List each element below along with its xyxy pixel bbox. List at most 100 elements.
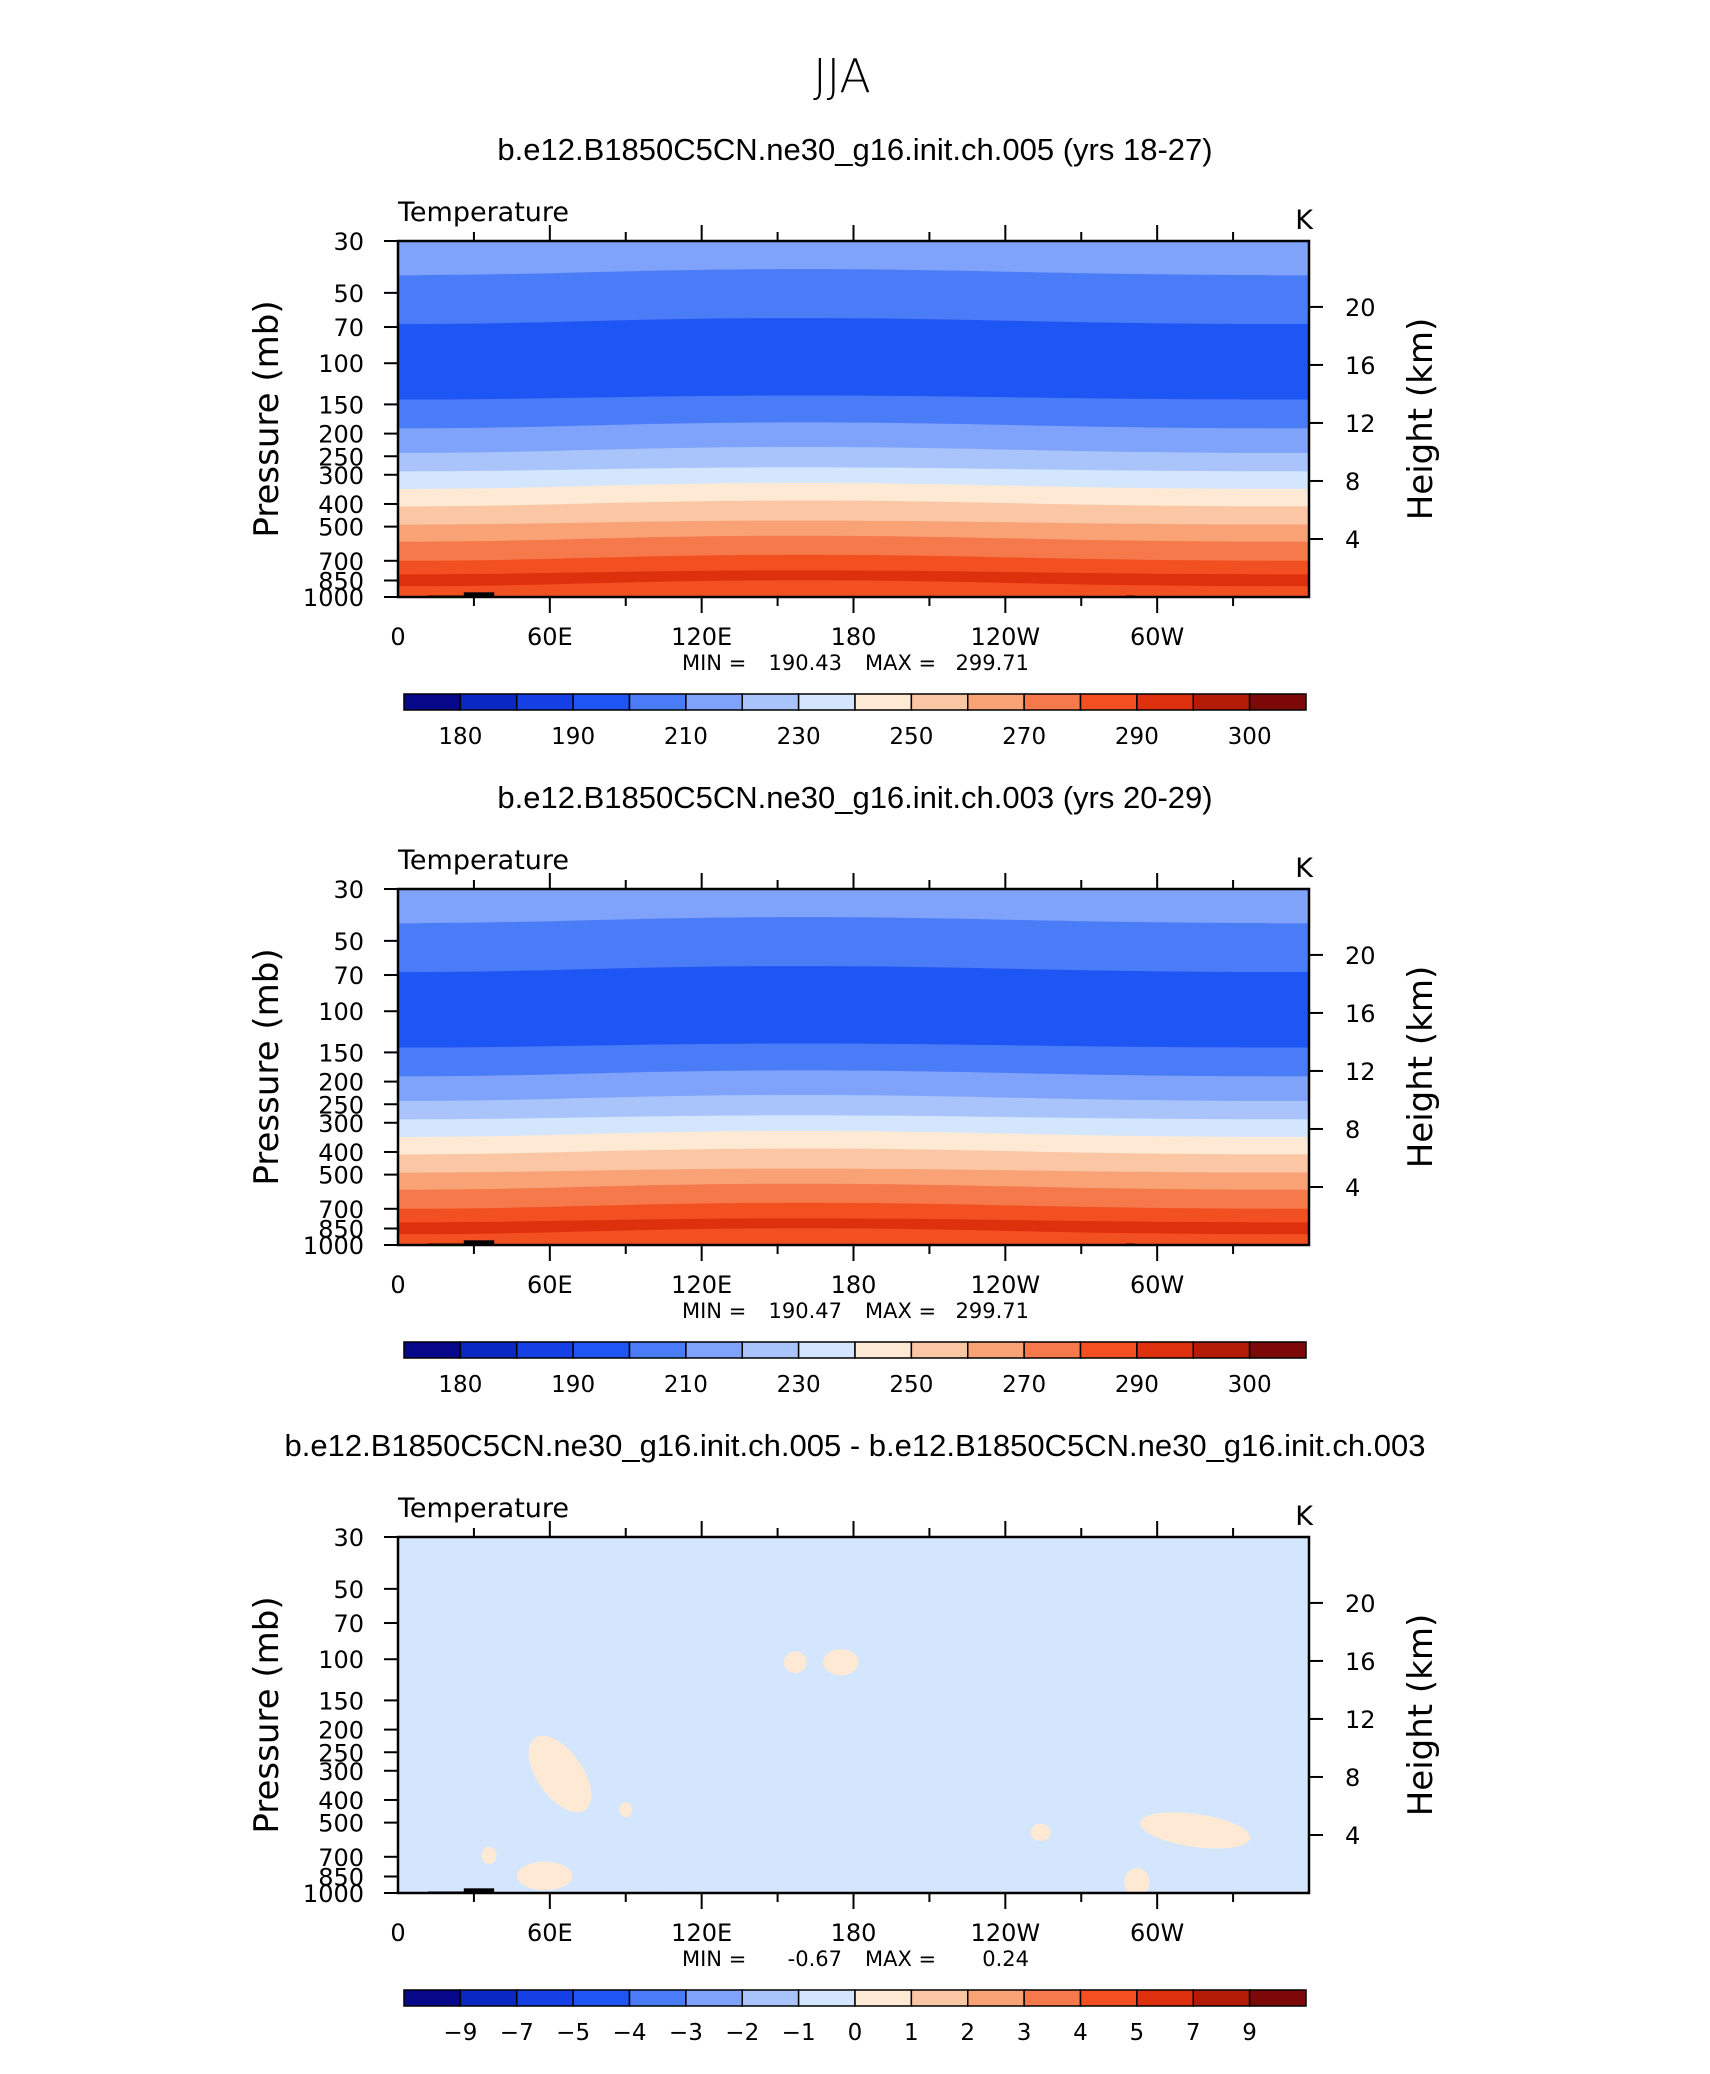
min-value: 190.43	[769, 651, 842, 675]
contour-band	[398, 318, 1309, 402]
contour-patch	[823, 1649, 859, 1676]
colorbar-label: −4	[613, 2020, 647, 2046]
max-value: 299.71	[956, 651, 1029, 675]
height-tick-label: 16	[1345, 1648, 1376, 1676]
x-tick-label: 0	[390, 623, 405, 651]
colorbar-box	[1136, 693, 1194, 711]
x-tick-label: 60W	[1130, 1271, 1184, 1299]
contour-band	[398, 580, 1309, 597]
y-tick-label: 150	[318, 391, 364, 419]
y-tick-label: 300	[318, 1758, 364, 1786]
contour-band	[398, 395, 1309, 431]
y-tick-label: 200	[318, 1069, 364, 1097]
colorbar-box	[797, 1341, 856, 1359]
colorbar-box	[910, 1341, 969, 1359]
colorbar-box	[403, 693, 462, 711]
panel-3: b.e12.B1850C5CN.ne30_g16.init.ch.005 - b…	[247, 1428, 1441, 2046]
colorbar-box	[685, 693, 743, 711]
y-tick-label: 400	[318, 1139, 364, 1167]
colorbar-box	[797, 693, 856, 711]
left-string: Temperature	[397, 1493, 569, 1524]
colorbar-label: 7	[1186, 2020, 1201, 2046]
x-tick-label: 120E	[671, 1919, 732, 1947]
height-tick-label: 4	[1345, 1822, 1360, 1850]
contour-patch	[1124, 1868, 1150, 1893]
panel-title: b.e12.B1850C5CN.ne30_g16.init.ch.003 (yr…	[497, 780, 1212, 815]
colorbar-box	[741, 1989, 800, 2007]
max-label: MAX =	[865, 651, 936, 675]
y-tick-label: 250	[318, 443, 364, 471]
colorbar-box	[1023, 1989, 1082, 2007]
y-tick-label: 70	[333, 314, 364, 342]
panel-1: b.e12.B1850C5CN.ne30_g16.init.ch.005 (yr…	[247, 132, 1441, 750]
y-axis-label-right: Height (km)	[1401, 966, 1441, 1169]
right-string: K	[1295, 1501, 1314, 1532]
contour-band	[398, 917, 1309, 975]
height-tick-label: 8	[1345, 1764, 1360, 1792]
y-tick-label: 400	[318, 1787, 364, 1815]
panel-title: b.e12.B1850C5CN.ne30_g16.init.ch.005 (yr…	[497, 132, 1212, 167]
y-tick-label: 150	[318, 1039, 364, 1067]
y-tick-label: 100	[318, 998, 364, 1026]
colorbar-label: 190	[551, 1372, 595, 1398]
colorbar-box	[1136, 1341, 1194, 1359]
contour-band	[398, 1183, 1309, 1211]
y-tick-label: 250	[318, 1091, 364, 1119]
y-axis-label: Pressure (mb)	[247, 948, 287, 1185]
y-tick-label: 700	[318, 548, 364, 576]
colorbar-label: 3	[1017, 2020, 1032, 2046]
height-tick-label: 4	[1345, 526, 1360, 554]
contour-band	[398, 446, 1309, 474]
y-tick-label: 50	[333, 1576, 364, 1604]
contour-band	[398, 467, 1309, 491]
colorbar-label: 210	[664, 724, 708, 750]
y-axis-label-right: Height (km)	[1401, 318, 1441, 521]
max-value: 299.71	[956, 1299, 1029, 1323]
right-string: K	[1295, 853, 1314, 884]
x-tick-label: 60E	[527, 1919, 573, 1947]
colorbar-box	[967, 1341, 1025, 1359]
y-axis-label: Pressure (mb)	[247, 1596, 287, 1833]
colorbar-box	[1079, 693, 1138, 711]
y-tick-label: 30	[333, 1524, 364, 1552]
y-tick-label: 500	[318, 1810, 364, 1838]
contour-band	[398, 889, 1309, 924]
y-tick-label: 400	[318, 491, 364, 519]
contour-patch	[783, 1651, 807, 1674]
x-tick-label: 120E	[671, 623, 732, 651]
colorbar-label: 210	[664, 1372, 708, 1398]
y-tick-label: 100	[318, 350, 364, 378]
x-tick-label: 60W	[1130, 1919, 1184, 1947]
y-axis-label-right: Height (km)	[1401, 1614, 1441, 1817]
contour-patch	[619, 1802, 633, 1818]
colorbar-label: −3	[669, 2020, 703, 2046]
colorbar-box	[1192, 1341, 1251, 1359]
colorbar-label: −2	[725, 2020, 759, 2046]
colorbar-box	[741, 1341, 800, 1359]
x-tick-label: 120W	[971, 1919, 1041, 1947]
colorbar-box	[1136, 1989, 1194, 2007]
contour-band	[398, 500, 1309, 527]
panel-2: b.e12.B1850C5CN.ne30_g16.init.ch.003 (yr…	[247, 780, 1441, 1398]
x-tick-label: 180	[831, 1271, 877, 1299]
colorbar-box	[403, 1341, 462, 1359]
colorbar-box	[854, 693, 913, 711]
colorbar-label: 230	[777, 1372, 821, 1398]
contour-band	[398, 1070, 1309, 1103]
colorbar-box	[967, 1989, 1025, 2007]
y-tick-label: 50	[333, 280, 364, 308]
x-tick-label: 180	[831, 623, 877, 651]
colorbar-label: 250	[889, 1372, 933, 1398]
colorbar-box	[1023, 693, 1082, 711]
x-tick-label: 120W	[971, 1271, 1041, 1299]
colorbar-label: 4	[1073, 2020, 1088, 2046]
min-label: MIN =	[682, 1299, 746, 1323]
colorbar-box	[1079, 1989, 1138, 2007]
y-tick-label: 700	[318, 1196, 364, 1224]
y-tick-label: 850	[318, 1216, 364, 1244]
height-tick-label: 12	[1345, 1706, 1376, 1734]
height-tick-label: 4	[1345, 1174, 1360, 1202]
colorbar-box	[1079, 1341, 1138, 1359]
y-tick-label: 300	[318, 1110, 364, 1138]
contour-patch	[1030, 1823, 1051, 1841]
